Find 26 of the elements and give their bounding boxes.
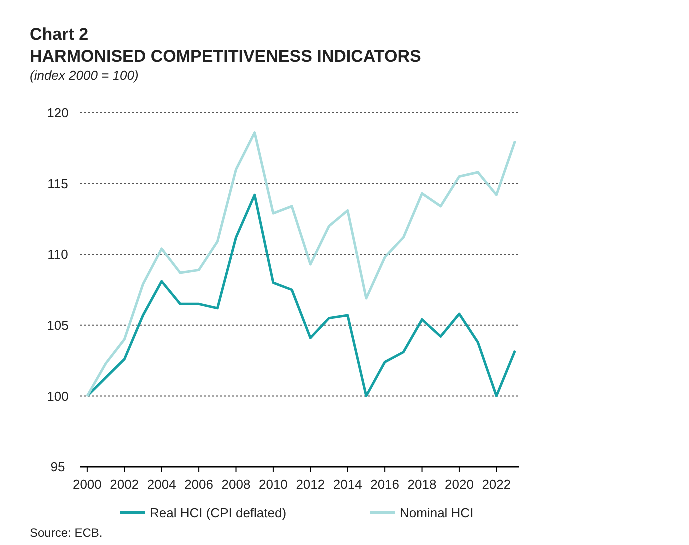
x-tick-label: 2016 bbox=[370, 477, 400, 492]
line-series bbox=[86, 194, 517, 398]
legend-label: Real HCI (CPI deflated) bbox=[150, 506, 287, 521]
x-tick-label: 2002 bbox=[110, 477, 140, 492]
chart-title: Chart 2 bbox=[30, 25, 89, 44]
x-tick-label: 2012 bbox=[296, 477, 326, 492]
y-tick-label: 110 bbox=[48, 247, 68, 262]
y-tick-label: 120 bbox=[47, 106, 69, 121]
source-note: Source: ECB. bbox=[30, 526, 103, 540]
y-tick-label: 115 bbox=[48, 176, 68, 192]
y-tick-label: 100 bbox=[47, 388, 69, 404]
x-tick-label: 2014 bbox=[333, 477, 362, 492]
y-tick-label: 95 bbox=[50, 460, 66, 475]
x-tick-label: 2006 bbox=[184, 477, 214, 492]
x-tick-label: 2004 bbox=[147, 477, 176, 492]
line-series bbox=[86, 132, 517, 398]
x-tick-label: 2020 bbox=[445, 477, 474, 492]
x-tick-label: 2008 bbox=[222, 477, 251, 492]
legend-label: Nominal HCI bbox=[400, 506, 474, 521]
x-tick-label: 2000 bbox=[72, 477, 102, 492]
chart-subtitle: HARMONISED COMPETITIVENESS INDICATORS bbox=[30, 47, 422, 66]
x-tick-label: 2018 bbox=[408, 477, 437, 492]
x-tick-label: 2010 bbox=[258, 477, 288, 492]
x-tick-label: 2022 bbox=[482, 477, 512, 492]
y-axis-title: (index 2000 = 100) bbox=[30, 68, 139, 83]
y-tick-label: 105 bbox=[47, 318, 69, 333]
